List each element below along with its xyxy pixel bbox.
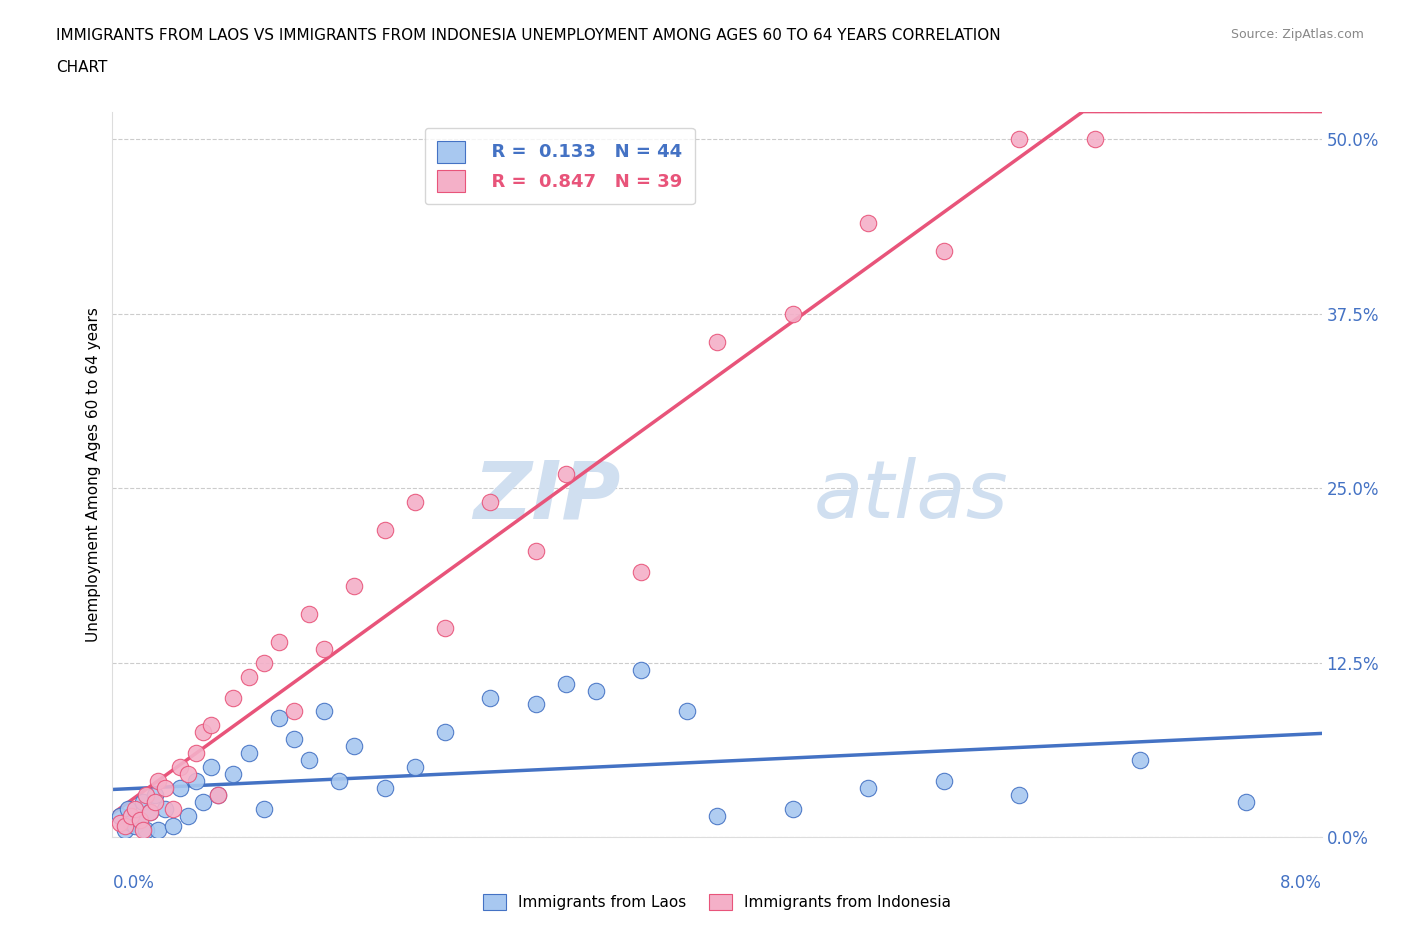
Point <box>856 781 880 796</box>
Point <box>1234 794 1257 809</box>
Point <box>630 565 652 579</box>
Point <box>135 823 157 837</box>
Point <box>132 823 155 837</box>
Point <box>222 766 245 781</box>
Point <box>124 802 146 817</box>
Point <box>312 642 335 657</box>
Point <box>124 818 146 833</box>
Point <box>169 781 191 796</box>
Point <box>1129 753 1152 768</box>
Point <box>298 753 321 768</box>
Point <box>253 802 276 817</box>
Point <box>139 804 162 819</box>
Point <box>675 704 697 719</box>
Point <box>343 578 366 593</box>
Point <box>932 774 955 789</box>
Point <box>108 816 131 830</box>
Text: IMMIGRANTS FROM LAOS VS IMMIGRANTS FROM INDONESIA UNEMPLOYMENT AMONG AGES 60 TO : IMMIGRANTS FROM LAOS VS IMMIGRANTS FROM … <box>56 28 1001 43</box>
Text: 0.0%: 0.0% <box>112 874 155 892</box>
Point <box>524 698 547 712</box>
Point <box>143 788 166 803</box>
Point <box>328 774 350 789</box>
Point <box>404 495 426 510</box>
Point <box>932 244 955 259</box>
Text: Source: ZipAtlas.com: Source: ZipAtlas.com <box>1230 28 1364 41</box>
Point <box>222 690 245 705</box>
Point <box>238 670 260 684</box>
Point <box>200 760 222 775</box>
Point <box>630 662 652 677</box>
Point <box>434 725 457 740</box>
Point <box>706 334 728 349</box>
Point <box>135 788 157 803</box>
Point <box>177 766 200 781</box>
Point <box>479 495 502 510</box>
Point <box>177 809 200 824</box>
Point <box>554 676 576 691</box>
Point <box>267 634 290 649</box>
Point <box>162 818 184 833</box>
Legend:   R =  0.133   N = 44,   R =  0.847   N = 39: R = 0.133 N = 44, R = 0.847 N = 39 <box>425 128 695 205</box>
Point <box>184 746 207 761</box>
Text: ZIP: ZIP <box>472 457 620 535</box>
Point <box>184 774 207 789</box>
Point <box>114 823 136 837</box>
Point <box>524 543 547 558</box>
Point <box>146 823 169 837</box>
Point <box>1008 132 1031 147</box>
Point <box>169 760 191 775</box>
Point <box>108 809 131 824</box>
Point <box>191 725 214 740</box>
Point <box>162 802 184 817</box>
Point <box>585 683 607 698</box>
Point <box>283 732 305 747</box>
Point <box>374 781 396 796</box>
Point <box>238 746 260 761</box>
Point <box>128 813 150 828</box>
Point <box>132 794 155 809</box>
Point <box>554 467 576 482</box>
Point <box>207 788 229 803</box>
Point <box>434 620 457 635</box>
Point <box>128 813 150 828</box>
Point <box>146 774 169 789</box>
Point <box>267 711 290 725</box>
Point <box>120 816 142 830</box>
Text: 8.0%: 8.0% <box>1279 874 1322 892</box>
Point <box>283 704 305 719</box>
Point <box>706 809 728 824</box>
Point <box>117 802 139 817</box>
Point <box>143 794 166 809</box>
Point <box>155 781 177 796</box>
Point <box>374 523 396 538</box>
Y-axis label: Unemployment Among Ages 60 to 64 years: Unemployment Among Ages 60 to 64 years <box>86 307 101 642</box>
Point <box>253 655 276 670</box>
Point <box>207 788 229 803</box>
Point <box>312 704 335 719</box>
Point <box>114 818 136 833</box>
Point <box>1008 788 1031 803</box>
Point <box>120 809 142 824</box>
Point <box>1084 132 1107 147</box>
Point <box>155 802 177 817</box>
Point <box>782 307 804 322</box>
Text: CHART: CHART <box>56 60 108 75</box>
Point <box>191 794 214 809</box>
Point <box>343 738 366 753</box>
Point <box>479 690 502 705</box>
Point <box>200 718 222 733</box>
Point <box>404 760 426 775</box>
Point <box>139 804 162 819</box>
Point <box>298 606 321 621</box>
Point <box>856 216 880 231</box>
Point <box>782 802 804 817</box>
Text: atlas: atlas <box>814 457 1008 535</box>
